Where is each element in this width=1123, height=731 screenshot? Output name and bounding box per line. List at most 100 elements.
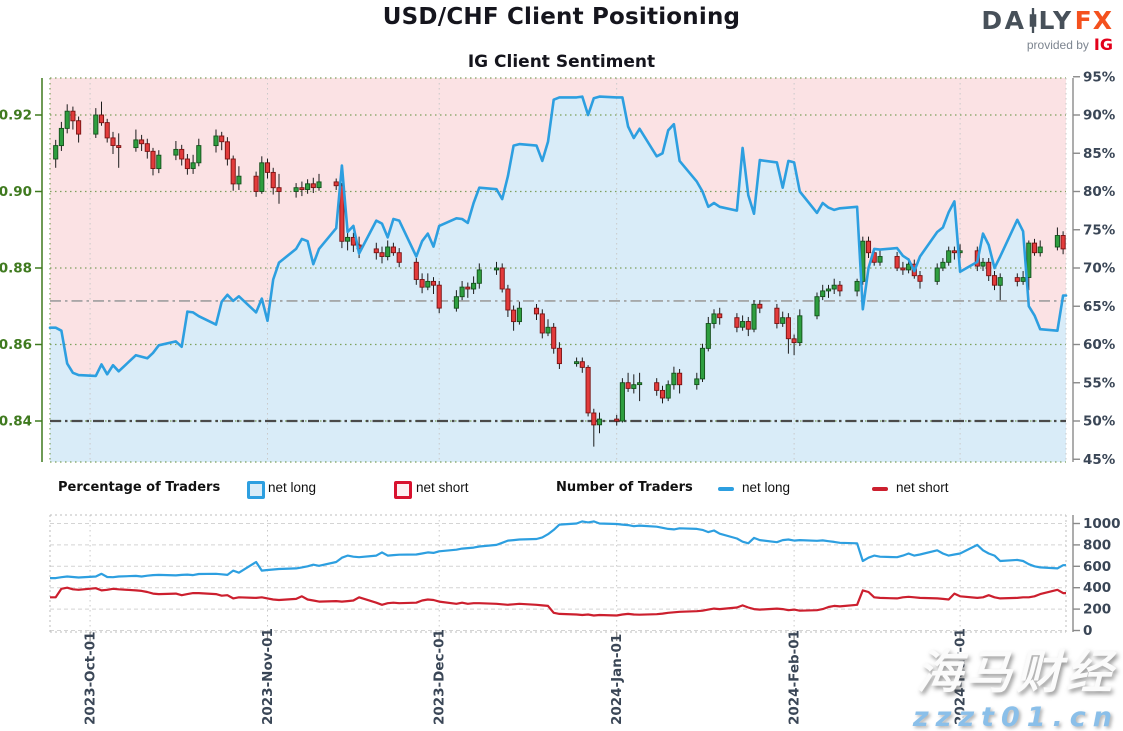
candle-body [585, 366, 591, 414]
candle-body [631, 384, 637, 389]
net-short-line-swatch [872, 487, 888, 491]
candle-body [574, 361, 580, 365]
candle-body [791, 338, 797, 344]
candle-body [596, 418, 603, 426]
net-long-area-swatch [247, 481, 265, 499]
dailyfx-logo: DA LY FX provided by IG [981, 8, 1113, 53]
candle-body [276, 187, 282, 192]
candle-body [511, 309, 517, 323]
candle-body [459, 286, 465, 298]
price-tick-label: 0.86 [0, 337, 32, 353]
candle-body [493, 267, 500, 271]
pct-tick-label: 85% [1083, 146, 1116, 162]
price-tick-label: 0.84 [0, 414, 32, 430]
count-tick-label: 1000 [1083, 516, 1121, 532]
candle-body [173, 148, 179, 156]
date-tick-label: 2024-Mar-01 [953, 628, 969, 725]
candle-body [705, 323, 711, 349]
candle-body [797, 315, 803, 344]
candle-body [934, 267, 940, 282]
candle-body [190, 162, 196, 169]
candle-body [93, 114, 99, 135]
candle-body [70, 110, 76, 122]
candle-body [677, 372, 683, 386]
candle-body [699, 347, 706, 380]
candle-body [196, 145, 202, 164]
date-tick-label: 2023-Dec-01 [432, 629, 448, 725]
candle-body [556, 347, 562, 365]
date-axis: 2023-Oct-01 2023-Nov-01 2023-Dec-01 2024-Ja… [83, 628, 969, 725]
candle-body [894, 256, 900, 269]
candle-body [425, 280, 431, 288]
candle-body [757, 303, 763, 309]
candle-body [219, 135, 225, 143]
candle-body [310, 183, 316, 189]
candle-body [230, 158, 236, 185]
candle-body [1014, 277, 1020, 282]
candle-body [76, 120, 82, 135]
candle-body [305, 183, 311, 190]
candle-body [58, 127, 64, 147]
candle-body [820, 290, 826, 298]
pct-tick-label: 55% [1083, 375, 1116, 391]
ig-logo: IG [1093, 35, 1113, 54]
candle-body [533, 307, 540, 315]
candle-body [986, 261, 992, 277]
candle-body [293, 187, 299, 192]
candle-body [156, 154, 162, 170]
date-tick-label: 2024-Feb-01 [787, 630, 803, 725]
legend-pct-net-long: net long [268, 480, 317, 495]
candle-body [144, 143, 150, 152]
candle-body [877, 256, 883, 263]
provided-by-label: provided by [1026, 38, 1089, 52]
vertical-gridlines [89, 78, 961, 462]
candle-body [133, 139, 139, 149]
candle-body [734, 317, 740, 328]
candle-body [270, 171, 276, 189]
pct-axis: 95% 90% 85% 80% 75% 70% 65% 60% 55% 50% 45% [1072, 70, 1116, 468]
legend-num-net-short: net short [896, 480, 949, 495]
candle-body [854, 280, 860, 292]
candle-body [1037, 246, 1043, 254]
legend-num-title: Number of Traders [556, 480, 693, 495]
candle-body [980, 261, 986, 267]
candle-body [906, 263, 912, 271]
candle-body [865, 240, 872, 254]
pct-tick-label: 75% [1083, 222, 1116, 238]
candle-body [1031, 242, 1038, 254]
candle-body [471, 282, 477, 290]
candle-body [476, 269, 482, 284]
count-tick-label: 0 [1083, 623, 1092, 639]
net-short-count-line [50, 586, 1066, 617]
candle-body [396, 252, 402, 263]
chart-legend: Percentage of Traders net long net short… [0, 475, 1123, 505]
candle-body [785, 317, 791, 340]
candle-body [665, 384, 671, 399]
candle-body [139, 139, 145, 145]
candle-body [551, 326, 557, 349]
candle-body [671, 372, 677, 386]
pct-tick-label: 95% [1083, 70, 1116, 85]
candle-body [751, 303, 757, 330]
price-tick-label: 0.88 [0, 261, 32, 277]
candle-body [997, 277, 1003, 286]
candle-body [345, 236, 351, 242]
candle-body [711, 313, 717, 324]
candle-body [419, 279, 425, 288]
net-long-area [50, 96, 1066, 462]
candle-body [53, 145, 59, 160]
candle-body [591, 412, 597, 426]
candle-body [390, 246, 396, 254]
candle-body [436, 284, 442, 309]
net-short-area-swatch [394, 481, 412, 499]
candle-body [637, 382, 643, 386]
candle-body [224, 141, 230, 160]
candle-body [654, 382, 660, 391]
page-title: USD/CHF Client Positioning [382, 4, 741, 30]
legend-num-net-long: net long [742, 480, 791, 495]
candle-body [499, 267, 505, 290]
candle-body [430, 280, 437, 286]
price-tick-label: 0.92 [0, 108, 32, 124]
candle-body [236, 175, 242, 185]
